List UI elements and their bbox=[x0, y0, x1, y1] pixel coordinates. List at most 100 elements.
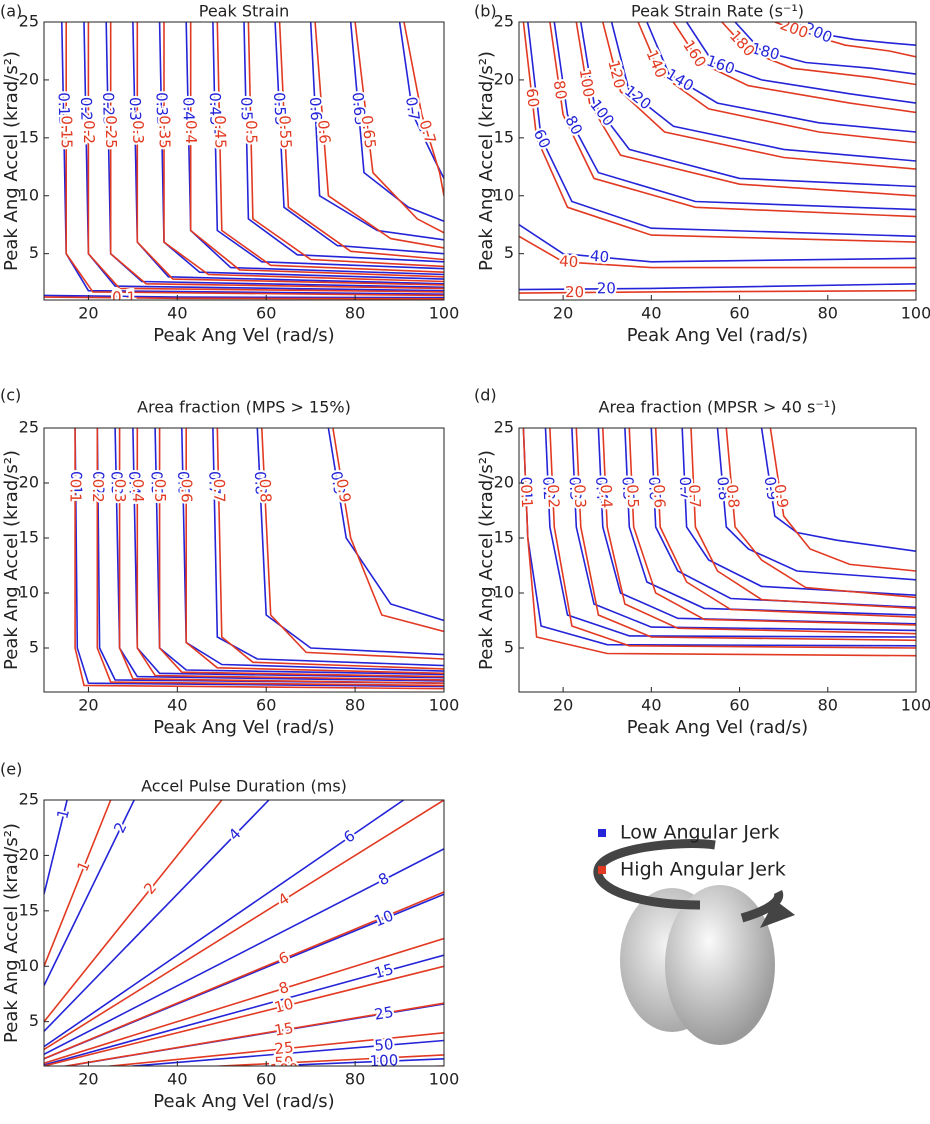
chart-title: Peak Strain bbox=[199, 2, 289, 21]
contour-label: 15 bbox=[273, 1019, 295, 1040]
contour-line bbox=[403, 22, 444, 196]
contour-line bbox=[250, 1058, 444, 1066]
contour-line bbox=[716, 428, 916, 581]
contour-line bbox=[602, 428, 916, 635]
contour-line bbox=[132, 428, 444, 679]
contour-line bbox=[44, 800, 270, 1032]
x-tick-label: 80 bbox=[345, 304, 365, 323]
plot-frame bbox=[518, 21, 917, 301]
contour-label: 0.2 bbox=[80, 120, 98, 144]
contour-label: 0.6 bbox=[650, 484, 669, 509]
contour-label: 0.3 bbox=[570, 484, 589, 509]
plot-frame bbox=[43, 799, 445, 1067]
panel-label: (d) bbox=[474, 386, 497, 405]
contour-label: 0.9 bbox=[771, 483, 792, 509]
contour-label: 0.6 bbox=[306, 97, 325, 122]
contour-line bbox=[519, 289, 916, 294]
x-tick-label: 60 bbox=[729, 696, 749, 715]
contour-label: 0.35 bbox=[152, 92, 171, 126]
legend-label: High Angular Jerk bbox=[620, 859, 786, 881]
x-tick-label: 60 bbox=[729, 304, 749, 323]
contour-label: 25 bbox=[274, 1038, 295, 1058]
x-tick-label: 100 bbox=[901, 696, 930, 715]
contour-line bbox=[96, 428, 444, 687]
x-tick-label: 80 bbox=[818, 304, 838, 323]
contour-label: 0.65 bbox=[348, 91, 369, 126]
contour-line bbox=[602, 22, 916, 170]
contour-label: 0.6 bbox=[178, 479, 196, 503]
x-tick-label: 100 bbox=[429, 304, 460, 323]
contour-label: 0.2 bbox=[89, 471, 107, 495]
contour-line bbox=[44, 800, 112, 967]
contour-line bbox=[61, 1002, 444, 1066]
x-tick-label: 60 bbox=[256, 304, 276, 323]
contours bbox=[74, 428, 444, 690]
x-tick-label: 20 bbox=[553, 304, 573, 323]
y-tick-label: 15 bbox=[19, 127, 39, 146]
contour-label: 0.5 bbox=[242, 120, 261, 144]
rotation-arrow-tail bbox=[740, 889, 784, 923]
contour-label: 0.45 bbox=[211, 115, 230, 149]
contour-line bbox=[332, 428, 444, 633]
x-tick-label: 20 bbox=[78, 696, 98, 715]
contour-line bbox=[398, 22, 444, 179]
chart-title: Area fraction (MPSR > 40 s⁻¹) bbox=[599, 398, 837, 417]
y-tick-label: 25 bbox=[494, 12, 514, 31]
y-tick-label: 5 bbox=[504, 638, 514, 657]
y-tick-label: 10 bbox=[494, 185, 514, 204]
x-tick-label: 20 bbox=[553, 696, 573, 715]
contour-label: 100 bbox=[576, 67, 598, 98]
x-axis-label: Peak Ang Vel (rad/s) bbox=[627, 325, 808, 346]
contour-label: 0.45 bbox=[206, 92, 225, 126]
x-tick-label: 40 bbox=[167, 304, 187, 323]
contour-line bbox=[274, 22, 444, 255]
y-tick-label: 5 bbox=[29, 638, 39, 657]
chart-title: Peak Strain Rate (s⁻¹) bbox=[631, 2, 804, 21]
plot-area bbox=[44, 800, 444, 1066]
contour-line bbox=[83, 22, 444, 292]
contour-line bbox=[103, 1032, 444, 1066]
x-tick-label: 40 bbox=[167, 696, 187, 715]
contour-label: 0.1 bbox=[112, 287, 136, 305]
contour-line bbox=[571, 428, 916, 632]
contour-line bbox=[685, 22, 916, 104]
contour-label: 0.3 bbox=[566, 476, 585, 501]
y-tick-label: 20 bbox=[19, 845, 39, 864]
contour-line bbox=[349, 22, 444, 222]
x-tick-label: 40 bbox=[641, 304, 661, 323]
contour-line bbox=[65, 22, 444, 297]
contour-label: 0.4 bbox=[592, 476, 611, 501]
contour-line bbox=[118, 428, 444, 684]
contour-line bbox=[519, 224, 916, 263]
contour-line bbox=[544, 428, 916, 638]
contour-line bbox=[185, 22, 444, 276]
contour-label: 0.15 bbox=[58, 115, 76, 148]
contour-line bbox=[354, 22, 444, 234]
contour-label: 0.1 bbox=[517, 476, 536, 501]
contour-line bbox=[519, 283, 916, 291]
x-tick-label: 80 bbox=[818, 696, 838, 715]
contour-line bbox=[44, 800, 223, 1023]
y-tick-label: 20 bbox=[494, 473, 514, 492]
contour-label: 0.8 bbox=[256, 478, 275, 503]
contour-label: 100 bbox=[369, 1051, 398, 1070]
head-illustration bbox=[593, 839, 795, 1045]
y-tick-label: 15 bbox=[19, 900, 39, 919]
contour-line bbox=[769, 428, 916, 572]
contour-label: 0.5 bbox=[623, 484, 642, 509]
contour-line bbox=[74, 428, 444, 690]
contour-line bbox=[792, 22, 916, 46]
contour-label: 0.4 bbox=[125, 471, 143, 495]
x-tick-label: 100 bbox=[901, 304, 930, 323]
x-tick-label: 80 bbox=[345, 1070, 365, 1089]
x-tick-label: 20 bbox=[78, 304, 98, 323]
contour-line bbox=[575, 22, 916, 197]
contour-label: 0.5 bbox=[237, 97, 256, 121]
plot-area bbox=[44, 428, 444, 692]
contours bbox=[44, 800, 444, 1066]
contour-line bbox=[411, 1065, 444, 1066]
contour-line bbox=[690, 428, 916, 610]
contour-line bbox=[44, 848, 444, 1056]
